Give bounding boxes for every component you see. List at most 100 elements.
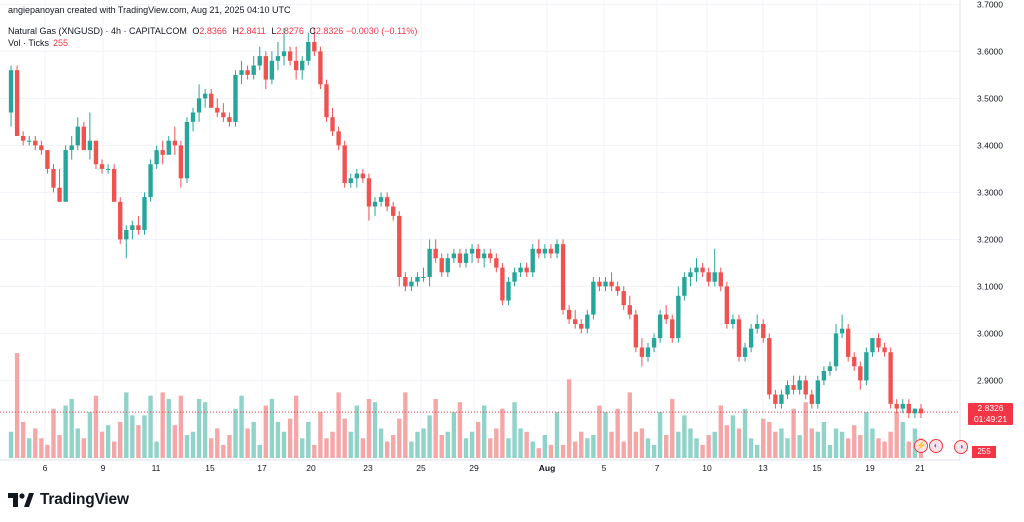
flag-icon[interactable]: ◑ xyxy=(954,440,968,454)
volume-bar xyxy=(809,428,814,458)
candle-body xyxy=(609,281,614,287)
volume-bar xyxy=(761,418,766,458)
candle-body xyxy=(530,248,535,273)
candle-body xyxy=(852,356,857,367)
candle-body xyxy=(482,253,487,259)
candle-body xyxy=(797,380,802,390)
volume-bar xyxy=(14,353,20,458)
candle-body xyxy=(51,168,56,188)
candle-body xyxy=(888,352,893,404)
volume-bar xyxy=(712,431,717,458)
candle-body xyxy=(554,244,560,254)
volume-bar xyxy=(354,405,359,458)
lightning-icon[interactable]: ⚡ xyxy=(914,439,928,453)
candle-body xyxy=(281,51,287,57)
volume-bar xyxy=(633,431,639,458)
candle-body xyxy=(773,394,778,404)
volume-bar xyxy=(202,402,208,458)
candle-body xyxy=(664,314,669,320)
current-price-tag: 2.8326 01:49:21 xyxy=(968,403,1013,425)
volume-bar xyxy=(178,395,184,458)
volume-bar xyxy=(736,428,742,458)
tradingview-logo[interactable]: TradingView xyxy=(8,490,129,510)
volume-bars xyxy=(8,353,924,458)
candle-body xyxy=(451,253,457,259)
price-tick-label: 3.4000 xyxy=(977,140,1003,150)
volume-bar xyxy=(427,415,432,458)
volume-bar xyxy=(233,408,238,458)
price-axis[interactable]: 3.7000 3.6000 3.5000 3.4000 3.3000 3.2000 3.10… xyxy=(959,0,1003,460)
candle-body xyxy=(906,403,912,414)
time-tick-label: 20 xyxy=(306,463,316,473)
candle-body xyxy=(566,309,572,320)
candle-body xyxy=(33,140,38,146)
volume-bar xyxy=(821,421,827,458)
volume-bar xyxy=(475,421,481,458)
volume-bar xyxy=(81,438,87,458)
volume-bar xyxy=(858,435,863,458)
volume-bar xyxy=(384,441,390,458)
time-tick-label: 10 xyxy=(702,463,712,473)
candle-body xyxy=(403,277,408,287)
volume-bar xyxy=(585,438,590,458)
volume-bar xyxy=(306,421,311,458)
volume-bar xyxy=(287,418,293,458)
volume-bar xyxy=(645,438,651,458)
volume-bar xyxy=(876,438,881,458)
time-tick-label: 25 xyxy=(416,463,426,473)
volume-bar xyxy=(536,448,541,458)
volume-bar xyxy=(324,438,329,458)
time-tick-label: 15 xyxy=(205,463,215,473)
volume-bar xyxy=(718,405,723,458)
volume-bar xyxy=(500,408,505,458)
candle-body xyxy=(215,107,220,113)
candle-body xyxy=(785,385,790,395)
volume-bar xyxy=(724,425,730,458)
volume-bar xyxy=(69,398,74,458)
volume-bar xyxy=(318,412,323,458)
volume-bar xyxy=(852,425,857,458)
candle-body xyxy=(803,380,808,395)
candle-body xyxy=(560,244,566,310)
volume-bar xyxy=(300,438,305,458)
open-label: O xyxy=(192,26,200,36)
candle-body xyxy=(148,164,153,198)
candle-body xyxy=(912,408,918,414)
volume-bar xyxy=(245,428,250,458)
volume-bar xyxy=(75,428,80,458)
volume-bar xyxy=(864,412,869,458)
symbol-legend[interactable]: Natural Gas (XNGUSD) · 4h · CAPITALCOM O… xyxy=(8,26,417,36)
candle-body xyxy=(469,248,475,254)
volume-bar xyxy=(312,444,317,458)
close-value: 2.8326 xyxy=(315,26,344,36)
volume-bar xyxy=(773,431,778,458)
volume-bar xyxy=(839,431,845,458)
candle-body xyxy=(118,201,123,240)
volume-bar xyxy=(651,444,657,458)
volume-bar xyxy=(900,421,905,458)
volume-bar xyxy=(257,444,262,458)
time-tick-label: 19 xyxy=(865,463,875,473)
time-tick-label: 9 xyxy=(101,463,106,473)
candlestick-series xyxy=(8,27,924,418)
volume-bar xyxy=(803,402,808,458)
close-label: C xyxy=(309,26,316,36)
volume-bar xyxy=(451,412,457,458)
candle-body xyxy=(876,338,881,348)
candle-body xyxy=(591,281,596,315)
candle-body xyxy=(457,253,463,263)
candle-body xyxy=(694,267,699,273)
candle-body xyxy=(821,371,827,381)
price-tick-label: 3.0000 xyxy=(977,328,1003,338)
candle-body xyxy=(427,248,432,277)
candle-body xyxy=(827,366,833,371)
volume-legend[interactable]: Vol · Ticks 255 xyxy=(8,38,68,48)
candle-body xyxy=(81,126,87,151)
candle-body xyxy=(670,319,675,339)
open-value: 2.8366 xyxy=(199,26,227,36)
volume-bar xyxy=(560,444,566,458)
time-axis[interactable]: 6 9 11 15 17 20 23 25 29 Aug 5 7 10 13 15 19 21 xyxy=(0,459,960,473)
candle-body xyxy=(858,366,863,381)
earnings-icon[interactable]: ◐ xyxy=(929,439,943,453)
